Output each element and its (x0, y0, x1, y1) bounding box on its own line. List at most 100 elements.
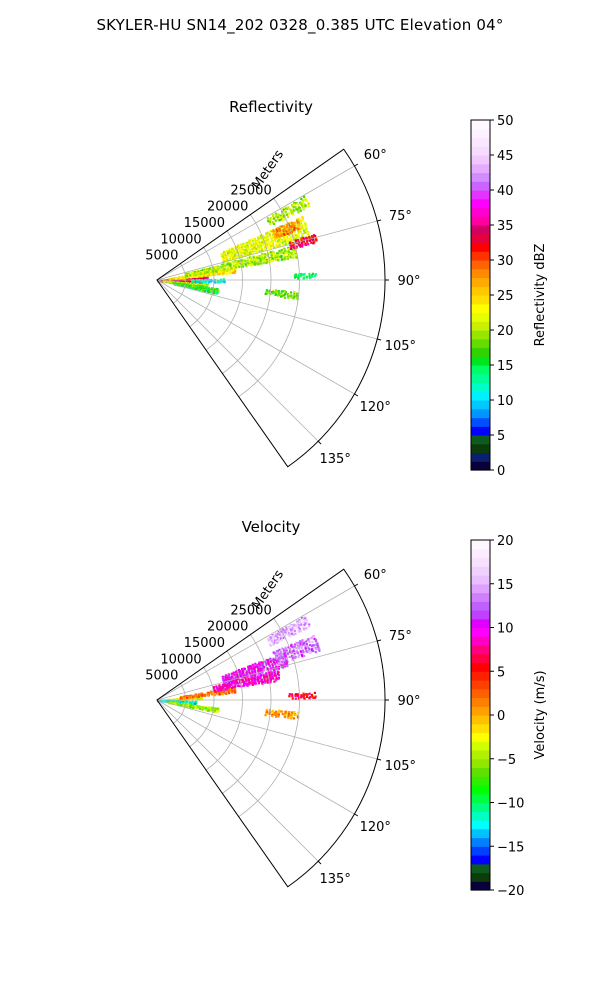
echo-gate (191, 703, 194, 706)
echo-gate (261, 682, 264, 685)
radial-tick-label: 25000 (230, 603, 271, 618)
echo-gate (269, 222, 272, 225)
echo-gate (287, 249, 290, 252)
echo-gate (265, 261, 268, 265)
echo-gate (299, 245, 302, 248)
colorbar-segment (471, 610, 490, 620)
echo-gate (263, 244, 266, 247)
echo-gate (305, 639, 308, 642)
echo-gate (223, 265, 226, 268)
echo-gate (246, 254, 249, 257)
echo-gate (195, 280, 198, 284)
echo-gate (278, 662, 281, 665)
echo-gate (272, 677, 275, 680)
range-ring (222, 214, 272, 374)
echo-gate (244, 246, 247, 249)
echo-gate (308, 625, 311, 628)
colorbar-segment (471, 198, 490, 209)
echo-gate (271, 232, 274, 235)
echo-gate (290, 209, 293, 212)
colorbar-segment (471, 260, 490, 270)
echo-gate (297, 211, 300, 214)
echo-gate (292, 633, 295, 636)
echo-gate (298, 626, 301, 629)
echo-gate (299, 230, 302, 233)
echo-gate (283, 653, 286, 656)
echo-gate (299, 207, 302, 210)
angle-tick-mark (354, 813, 359, 817)
echo-gate (230, 253, 233, 256)
echo-gate (216, 265, 219, 268)
echo-gate (174, 703, 177, 706)
echo-gate (253, 258, 256, 261)
echo-gate (311, 275, 314, 278)
echo-gate (306, 695, 309, 698)
echo-gate (293, 274, 296, 277)
range-ring (222, 634, 272, 794)
echo-gate (257, 263, 260, 266)
echo-gate (291, 204, 294, 207)
echo-gate (264, 245, 267, 248)
echo-gate (290, 230, 294, 233)
echo-gate (283, 659, 286, 662)
colorbar-segment (471, 741, 490, 751)
colorbar-segment (471, 190, 490, 200)
echo-gate (231, 271, 234, 275)
echo-gate (223, 679, 226, 682)
echo-gate (287, 713, 290, 716)
echo-gate (290, 644, 293, 647)
echo-gate (221, 693, 224, 696)
echo-gate (267, 661, 270, 664)
echo-gate (303, 623, 306, 626)
echo-gate (271, 714, 274, 718)
echo-gate (298, 628, 301, 631)
colorbar-segment (471, 767, 490, 777)
echo-gate (253, 246, 256, 249)
echo-gate (277, 216, 280, 219)
echo-gate (260, 661, 263, 664)
echo-gate (183, 277, 186, 280)
colorbar-segment (471, 811, 490, 821)
echo-gate (275, 675, 278, 678)
echo-gate (278, 710, 281, 713)
echo-region (267, 616, 311, 647)
colorbar-tick-label: 50 (497, 114, 514, 129)
echo-gate (295, 649, 298, 652)
echo-gate (218, 273, 221, 276)
echo-gate (244, 678, 247, 681)
colorbar-segment (471, 723, 490, 734)
echo-gate (216, 281, 219, 284)
echo-gate (302, 228, 305, 231)
echo-gate (270, 218, 273, 221)
colorbar-tick-label: 20 (497, 534, 514, 549)
echo-gate (250, 264, 253, 267)
echo-gate (292, 213, 295, 216)
echo-gate (242, 683, 246, 686)
echo-gate (215, 685, 218, 688)
echo-gate (303, 230, 306, 233)
echo-gate (250, 238, 254, 241)
echo-gate (258, 250, 261, 253)
echo-gate (278, 241, 281, 245)
echo-gate (301, 236, 304, 239)
echo-gate (249, 243, 252, 247)
echo-gate (276, 672, 279, 675)
echo-gate (251, 678, 254, 681)
echo-gate (274, 219, 277, 222)
echo-gate (307, 638, 310, 641)
echo-gate (286, 232, 289, 235)
echo-gate (272, 222, 275, 225)
azimuth-gridline (156, 279, 378, 340)
echo-gate (305, 643, 308, 646)
echo-gate (248, 263, 251, 266)
echo-gate (316, 642, 319, 645)
echo-gate (260, 262, 263, 265)
colorbar-tick-label: 35 (497, 219, 514, 234)
echo-gate (171, 278, 174, 281)
echo-gate (280, 636, 283, 639)
echo-gate (277, 677, 280, 680)
echo-gate (245, 680, 248, 683)
echo-gate (268, 711, 271, 714)
colorbar-tick-label: 0 (497, 464, 505, 479)
echo-gate (186, 705, 189, 708)
